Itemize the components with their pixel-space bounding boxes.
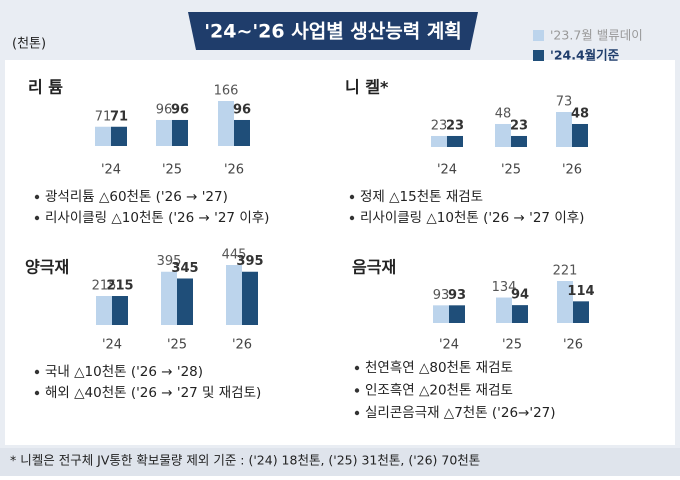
- value-label: 94: [511, 288, 529, 303]
- value-label: 23: [446, 118, 464, 133]
- x-tick-label: '26: [563, 338, 583, 353]
- x-tick-label: '24: [102, 338, 122, 353]
- x-tick-label: '26: [224, 163, 244, 178]
- value-label: 71: [110, 109, 128, 124]
- bar: [556, 112, 572, 147]
- bar: [218, 101, 234, 146]
- value-label: 395: [236, 254, 263, 269]
- bullet: [354, 365, 360, 371]
- bar: [447, 135, 463, 147]
- unit: (천톤): [12, 37, 46, 52]
- note: 천연흑연 △80천톤 재검토: [365, 360, 513, 376]
- legend-label: '24.4월기준: [550, 48, 620, 63]
- value-label: 23: [431, 118, 448, 133]
- panel-title: 양극재: [25, 258, 69, 277]
- bar: [172, 119, 188, 146]
- bar: [242, 271, 258, 325]
- value-label: 93: [433, 288, 450, 303]
- bar: [95, 126, 111, 146]
- x-tick-label: '25: [162, 163, 182, 178]
- bar: [431, 135, 447, 147]
- title-banner: [188, 12, 478, 50]
- x-tick-label: '26: [232, 338, 252, 353]
- panel-title: 니 켈*: [345, 78, 389, 97]
- bar: [496, 297, 512, 323]
- panel-title: 음극재: [352, 258, 396, 277]
- bar: [512, 305, 528, 323]
- bar: [177, 278, 193, 325]
- bar: [96, 296, 112, 325]
- legend-swatch: [533, 30, 544, 41]
- bar: [573, 301, 589, 323]
- bullet: [354, 388, 360, 393]
- bar: [557, 281, 573, 323]
- bullet: [349, 194, 355, 200]
- value-label: 96: [156, 102, 173, 117]
- bar: [433, 305, 449, 323]
- value-label: 73: [556, 95, 573, 110]
- bar: [572, 123, 588, 147]
- legend-label: '23.7월 밸류데이: [550, 28, 643, 43]
- note: 리사이클링 △10천톤 ('26 → '27 이후): [45, 210, 269, 226]
- bar: [156, 119, 172, 146]
- bullet: [34, 369, 40, 375]
- note: 광석리튬 △60천톤 ('26 → '27): [45, 189, 228, 205]
- bullet: [34, 390, 40, 396]
- value-label: 445: [222, 248, 247, 263]
- x-tick-label: '25: [501, 163, 521, 178]
- value-label: 48: [495, 106, 512, 121]
- bullet: [34, 194, 40, 200]
- bar: [511, 135, 527, 147]
- value-label: 96: [233, 102, 251, 117]
- panel-title: 리 튬: [28, 78, 63, 97]
- bar: [449, 305, 465, 323]
- x-tick-label: '24: [437, 163, 457, 178]
- bullet: [354, 410, 360, 416]
- footnote: * 니켈은 전구체 JV통한 확보물량 제외 기준 : ('24) 18천톤, …: [10, 453, 480, 468]
- title: '24~'26 사업별 생산능력 계획: [204, 21, 462, 43]
- x-tick-label: '24: [439, 338, 459, 353]
- note: 인조흑연 △20천톤 재검토: [365, 383, 513, 399]
- bullet: [349, 215, 355, 221]
- value-label: 71: [95, 109, 112, 124]
- value-label: 114: [567, 284, 594, 299]
- x-tick-label: '24: [101, 163, 121, 178]
- x-tick-label: '25: [502, 338, 522, 353]
- bar: [111, 126, 127, 146]
- x-tick-label: '25: [167, 338, 187, 353]
- value-label: 345: [171, 261, 198, 276]
- value-label: 166: [214, 84, 239, 99]
- bar: [226, 265, 242, 325]
- note: 해외 △40천톤 ('26 → '27 및 재검토): [45, 385, 261, 401]
- value-label: 221: [553, 264, 578, 279]
- bar: [234, 119, 250, 146]
- note: 리사이클링 △10천톤 ('26 → '27 이후): [360, 210, 584, 226]
- note: 정제 △15천톤 재검토: [360, 189, 483, 205]
- value-label: 93: [448, 288, 466, 303]
- bar: [112, 296, 128, 325]
- value-label: 215: [106, 279, 133, 294]
- value-label: 23: [510, 118, 528, 133]
- footnote-strip: [0, 448, 680, 476]
- legend-swatch: [533, 50, 544, 61]
- note: 국내 △10천톤 ('26 → '28): [45, 364, 203, 380]
- value-label: 48: [571, 106, 589, 121]
- value-label: 96: [171, 102, 189, 117]
- bullet: [34, 215, 40, 221]
- value-label: 395: [157, 254, 182, 269]
- note: 실리콘음극재 △7천톤 ('26→'27): [365, 405, 556, 421]
- x-tick-label: '26: [562, 163, 582, 178]
- bar: [495, 123, 511, 147]
- value-label: 215: [92, 279, 117, 294]
- bar: [161, 271, 177, 325]
- value-label: 134: [492, 280, 517, 295]
